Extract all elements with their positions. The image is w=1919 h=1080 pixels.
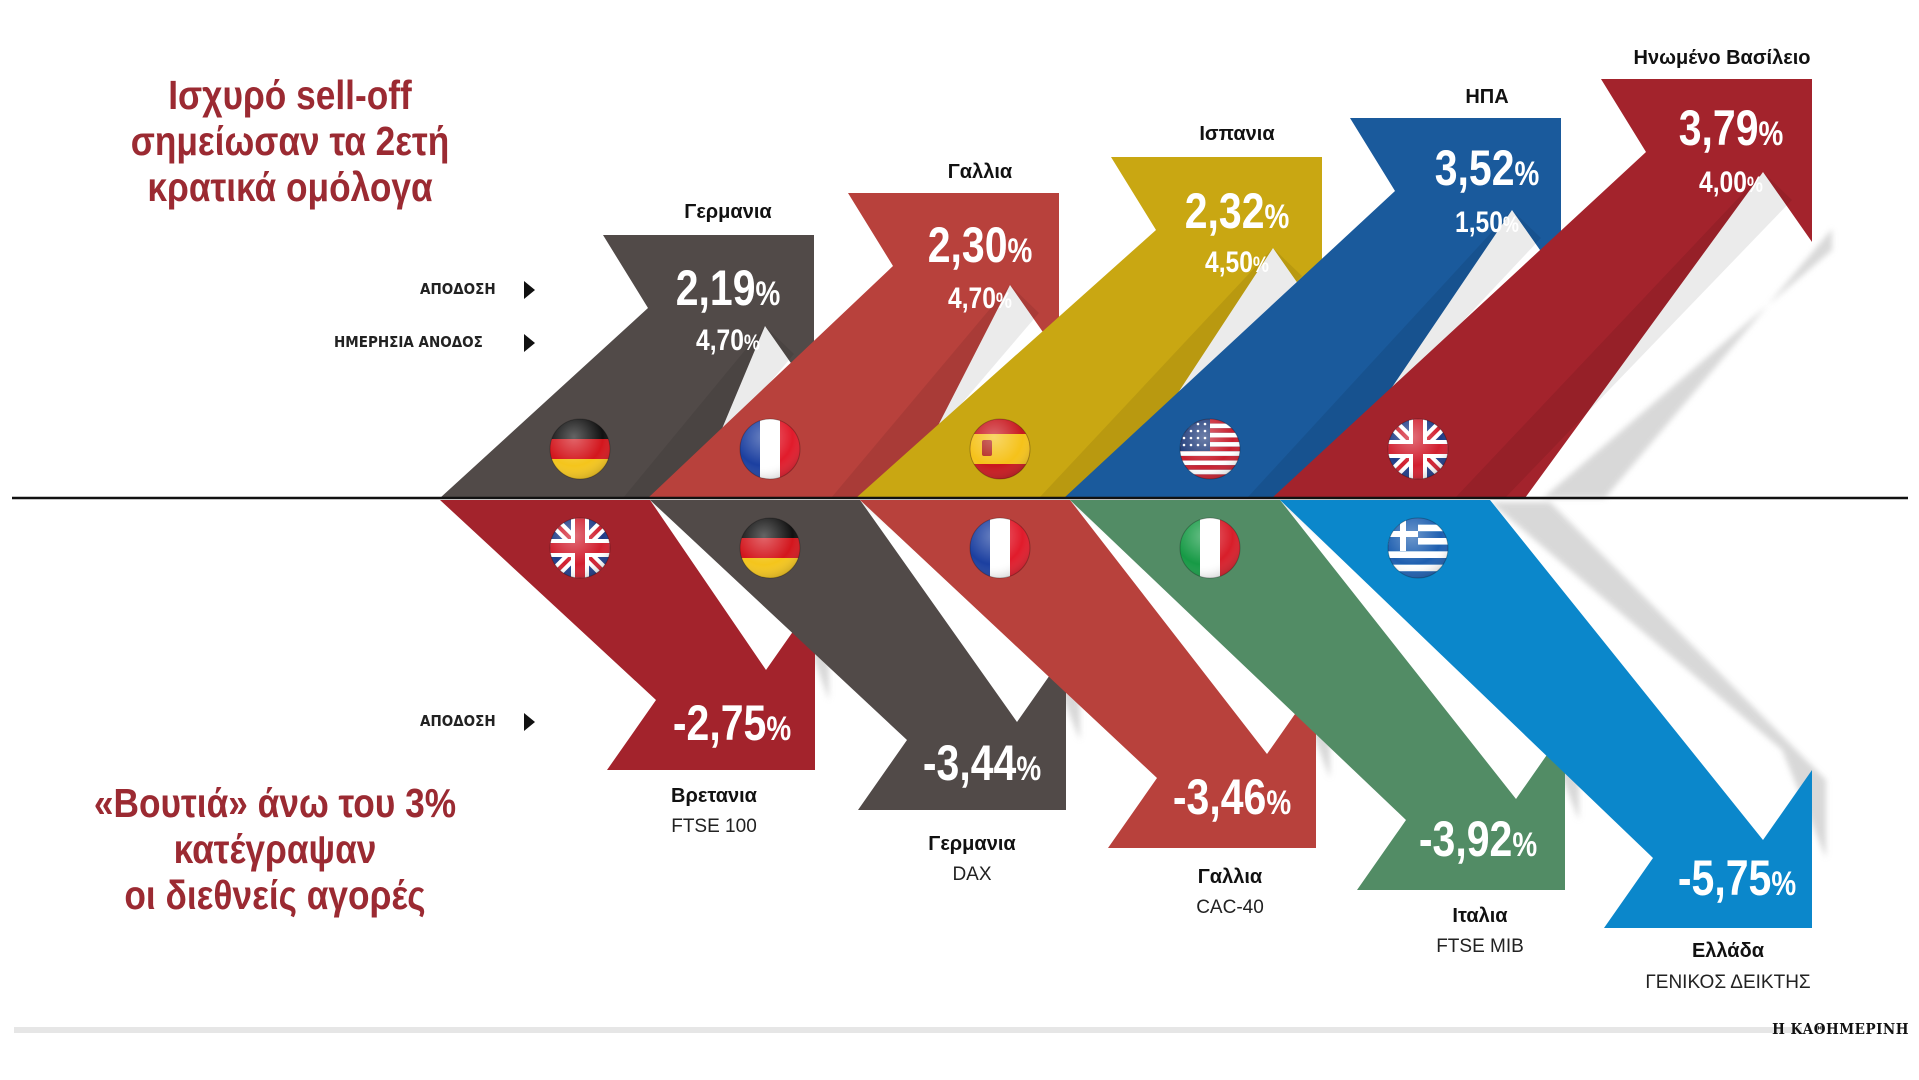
headline-bottom-line-1: «Βουτιά» άνω του 3% [93,780,457,826]
label-yield-arrow-icon [524,281,535,299]
down-yield-value-it: -3,92% [1419,811,1537,867]
up-daily-rise-value-us: 1,50% [1455,205,1519,239]
flag-us-icon [1179,418,1241,480]
flag-gb-icon [1387,418,1449,480]
up-arrow-fold [623,326,794,498]
down-arrow-gb [440,500,815,770]
up-country-name-us: ΗΠΑ [1465,86,1508,108]
down-index-name-gb: FTSE 100 [671,816,757,837]
down-country-name-gr: Ελλάδα [1692,940,1765,962]
label-daily-rise: ΗΜΕΡΗΣΙΑ ΑΝΟΔΟΣ [334,333,483,351]
flag-gr-icon [1387,517,1449,579]
up-arrow-gb [1272,79,1812,498]
up-arrow-fold [1247,210,1541,498]
headline-bottom: «Βουτιά» άνω του 3% κατέγραψαν οι διεθνε… [64,780,485,918]
label-yield-bottom-arrow-icon [524,713,535,731]
label-daily-rise-arrow-icon [524,334,535,352]
down-index-name-it: FTSE MIB [1436,936,1524,957]
up-yield-value-gb: 3,79% [1679,100,1784,156]
down-arrow-fr [860,500,1316,848]
headline-top-line-2: σημείωσαν τα 2ετή [130,118,450,164]
up-arrow-es [856,157,1322,498]
up-daily-rise-value-de: 4,70% [696,323,760,357]
flag-de-icon [739,517,801,579]
down-yield-value-de: -3,44% [923,735,1041,791]
down-yield-value-gb: -2,75% [673,695,791,751]
down-arrow-it [1070,500,1565,890]
flag-it-icon [1179,517,1241,579]
down-yield-value-gr: -5,75% [1678,850,1796,906]
up-daily-rise-value-fr: 4,70% [948,281,1012,315]
down-country-name-fr: Γαλλια [1198,866,1263,888]
down-index-name-gr: ΓΕΝΙΚΟΣ ΔΕΙΚΤΗΣ [1645,972,1810,993]
up-country-name-de: Γερμανια [684,201,772,223]
label-yield-bottom: ΑΠΟΔΟΣΗ [420,712,496,730]
up-arrow-fr [648,193,1059,498]
up-country-name-fr: Γαλλια [948,161,1013,183]
headline-top-line-1: Ισχυρό sell-off [168,72,412,118]
up-arrow-fold [831,285,1039,498]
flag-de-icon [549,418,611,480]
down-country-name-gb: Βρετανια [671,785,758,807]
headline-bottom-line-3: οι διεθνείς αγορές [124,872,426,918]
publisher-credit: Η ΚΑΘΗΜΕΡΙΝΗ [1772,1020,1909,1038]
headline-top-line-3: κρατικά ομόλογα [147,164,433,210]
up-yield-value-de: 2,19% [676,260,781,316]
label-yield: ΑΠΟΔΟΣΗ [420,280,496,298]
flag-fr-icon [969,517,1031,579]
up-yield-value-us: 3,52% [1435,140,1540,196]
up-yield-value-es: 2,32% [1185,183,1290,239]
up-arrow-fold [1039,248,1302,498]
flag-gb-icon [549,517,611,579]
headline-top: Ισχυρό sell-off σημείωσαν τα 2ετή κρατικ… [75,72,505,210]
flag-es-icon [969,418,1031,480]
headline-bottom-line-2: κατέγραψαν [173,826,377,872]
up-daily-rise-value-gb: 4,00% [1699,165,1763,199]
down-index-name-de: DAX [952,864,991,885]
down-arrow-gr [1280,500,1812,928]
down-yield-value-fr: -3,46% [1173,769,1291,825]
flag-fr-icon [739,418,801,480]
down-index-name-fr: CAC-40 [1196,897,1264,918]
down-country-name-it: Ιταλια [1452,905,1508,927]
up-country-name-gb: Ηνωμένο Βασίλειο [1634,47,1811,69]
up-arrow-us [1064,118,1561,498]
down-arrow-de [650,500,1066,810]
up-yield-value-fr: 2,30% [928,217,1033,273]
up-daily-rise-value-es: 4,50% [1205,245,1269,279]
down-country-name-de: Γερμανια [928,833,1016,855]
up-country-name-es: Ισπανια [1199,123,1275,145]
up-arrow-fold [1455,172,1792,498]
footer-rule [14,1027,1802,1033]
